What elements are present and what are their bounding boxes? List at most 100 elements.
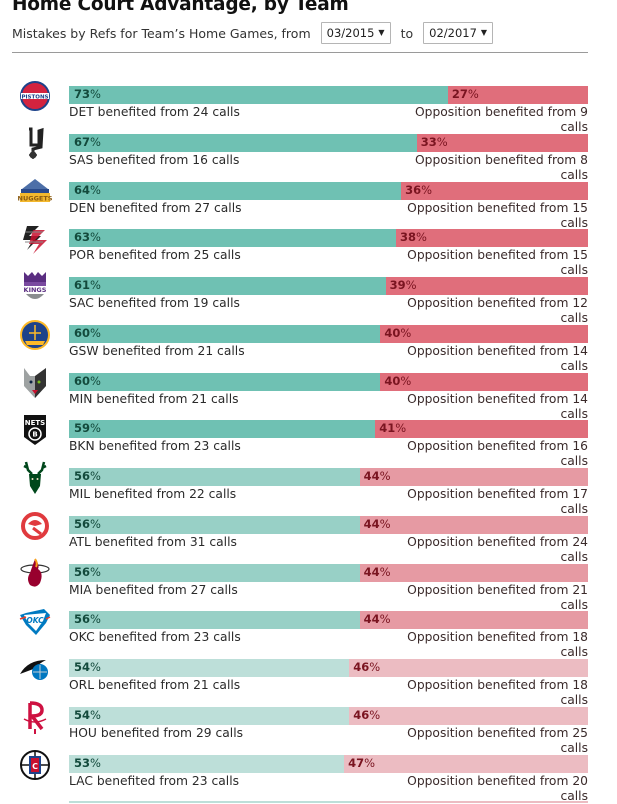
bucks-logo-icon: [18, 461, 52, 495]
team-row: 54% 46% HOU benefited from 29 calls Opposit…: [0, 701, 617, 755]
team-row: KINGS 61% 39% SAC benefited from 19 calls Op…: [0, 272, 617, 325]
warriors-logo-icon: [18, 318, 52, 352]
opposition-percent-label: 44%: [363, 469, 391, 483]
opposition-calls-label: Opposition benefited from 25 calls: [407, 726, 588, 755]
opposition-calls-label: Opposition benefited from 20 calls: [407, 774, 588, 803]
home-bar-segment: 61%: [69, 277, 386, 295]
opposition-percent-label: 44%: [363, 565, 391, 579]
home-percent-label: 67%: [74, 135, 101, 149]
home-percent-label: 56%: [74, 517, 101, 531]
stacked-bar: 56% 44%: [69, 516, 588, 534]
home-calls-label: LAC benefited from 23 calls: [69, 774, 240, 788]
caret-down-icon: ▼: [480, 28, 488, 37]
opposition-calls-label: Opposition benefited from 18 calls: [407, 678, 588, 707]
from-date-select[interactable]: 03/2015 ▼: [320, 22, 391, 44]
team-row: 56% 44% MIL benefited from 22 calls Opposit…: [0, 461, 617, 516]
home-percent-label: 59%: [74, 421, 101, 435]
opposition-percent-label: 40%: [384, 326, 412, 340]
hawks-logo-icon: [18, 509, 52, 543]
home-calls-label: BKN benefited from 23 calls: [69, 439, 241, 453]
heat-logo-icon: [18, 557, 52, 591]
to-label: to: [400, 25, 414, 41]
caret-down-icon: ▼: [378, 28, 385, 37]
opposition-percent-label: 39%: [389, 278, 417, 292]
next-row-peek: [69, 801, 588, 803]
subtitle-row: Mistakes by Refs for Team’s Home Games, …: [12, 22, 494, 44]
home-bar-segment: 56%: [69, 611, 360, 629]
spurs-logo-icon: [18, 127, 52, 161]
home-percent-label: 56%: [74, 612, 101, 626]
nets-logo-icon: NETS B: [18, 413, 52, 447]
opposition-calls-label: Opposition benefited from 12 calls: [407, 296, 588, 325]
stacked-bar: 73% 27%: [69, 86, 588, 104]
stacked-bar: 56% 44%: [69, 564, 588, 582]
opposition-bar-segment: 33%: [416, 134, 588, 152]
home-calls-label: SAS benefited from 16 calls: [69, 153, 240, 167]
nuggets-logo-icon: NUGGETS: [18, 175, 52, 209]
opposition-percent-label: 36%: [405, 183, 433, 197]
home-percent-label: 53%: [74, 756, 101, 770]
home-calls-label: POR benefited from 25 calls: [69, 248, 241, 262]
clippers-logo-icon: C: [18, 748, 52, 782]
stacked-bar: 60% 40%: [69, 325, 588, 343]
stacked-bar: 61% 39%: [69, 277, 588, 295]
home-calls-label: ATL benefited from 31 calls: [69, 535, 237, 549]
opposition-percent-label: 41%: [379, 421, 407, 435]
opposition-calls-label: Opposition benefited from 14 calls: [407, 344, 588, 373]
opposition-percent-label: 40%: [384, 374, 412, 388]
opposition-bar-segment: 46%: [349, 659, 588, 677]
team-row: 56% 44% MIA benefited from 27 calls Opposit…: [0, 558, 617, 612]
opposition-calls-label: Opposition benefited from 24 calls: [407, 535, 588, 564]
opposition-calls-label: Opposition benefited from 15 calls: [407, 248, 588, 277]
home-bar-segment: 60%: [69, 373, 381, 391]
thunder-logo-icon: OKC: [18, 604, 52, 638]
opposition-bar-segment: 38%: [395, 229, 588, 247]
opposition-percent-label: 46%: [353, 708, 381, 722]
svg-text:C: C: [32, 762, 38, 771]
to-date-value: 02/2017: [429, 26, 477, 40]
home-bar-segment: 56%: [69, 564, 360, 582]
stacked-bar: 59% 41%: [69, 420, 588, 438]
opposition-percent-label: 44%: [363, 612, 391, 626]
opposition-bar-segment: 44%: [359, 564, 588, 582]
team-row: 60% 40% MIN benefited from 21 calls Opposit…: [0, 368, 617, 421]
header-divider: [12, 52, 588, 53]
opposition-bar-segment: 40%: [380, 373, 588, 391]
home-bar-segment: 64%: [69, 182, 402, 200]
from-date-value: 03/2015: [326, 26, 375, 40]
svg-text:OKC: OKC: [26, 616, 44, 625]
svg-text:PISTONS: PISTONS: [21, 94, 48, 100]
team-row: 56% 44% ATL benefited from 31 calls Opposit…: [0, 512, 617, 564]
svg-text:KINGS: KINGS: [24, 286, 47, 294]
opposition-bar-segment: 44%: [359, 516, 588, 534]
home-percent-label: 63%: [74, 230, 101, 244]
opposition-bar-segment: 46%: [349, 707, 588, 725]
opposition-calls-label: Opposition benefited from 21 calls: [407, 583, 588, 612]
home-bar-segment: 59%: [69, 420, 376, 438]
opposition-calls-label: Opposition benefited from 15 calls: [407, 201, 588, 230]
next-row-opp-edge: [359, 801, 588, 803]
home-percent-label: 54%: [74, 708, 101, 722]
page-title: Home Court Advantage, by Team: [12, 0, 349, 15]
to-date-select[interactable]: 02/2017 ▼: [423, 22, 494, 44]
home-calls-label: MIN benefited from 21 calls: [69, 392, 239, 406]
home-percent-label: 56%: [74, 469, 101, 483]
subtitle-text: Mistakes by Refs for Team’s Home Games, …: [12, 25, 311, 41]
stacked-bar: 60% 40%: [69, 373, 588, 391]
home-calls-label: HOU benefited from 29 calls: [69, 726, 244, 740]
opposition-bar-segment: 36%: [401, 182, 588, 200]
stacked-bar: 56% 44%: [69, 611, 588, 629]
opposition-calls-label: Opposition benefited from 14 calls: [407, 392, 588, 421]
svg-text:B: B: [32, 431, 37, 439]
opposition-calls-label: Opposition benefited from 17 calls: [407, 487, 588, 516]
home-calls-label: OKC benefited from 23 calls: [69, 630, 241, 644]
kings-logo-icon: KINGS: [18, 270, 52, 304]
magic-logo-icon: [18, 652, 52, 686]
opposition-percent-label: 46%: [353, 660, 381, 674]
stacked-bar: 64% 36%: [69, 182, 588, 200]
stacked-bar: 63% 38%: [69, 229, 588, 247]
team-row: 54% 46% ORL benefited from 21 calls Opposit…: [0, 659, 617, 707]
home-calls-label: MIA benefited from 27 calls: [69, 583, 238, 597]
home-percent-label: 54%: [74, 660, 101, 674]
team-row: NETS B 59% 41% BKN benefited from 23 calls Op…: [0, 415, 617, 468]
